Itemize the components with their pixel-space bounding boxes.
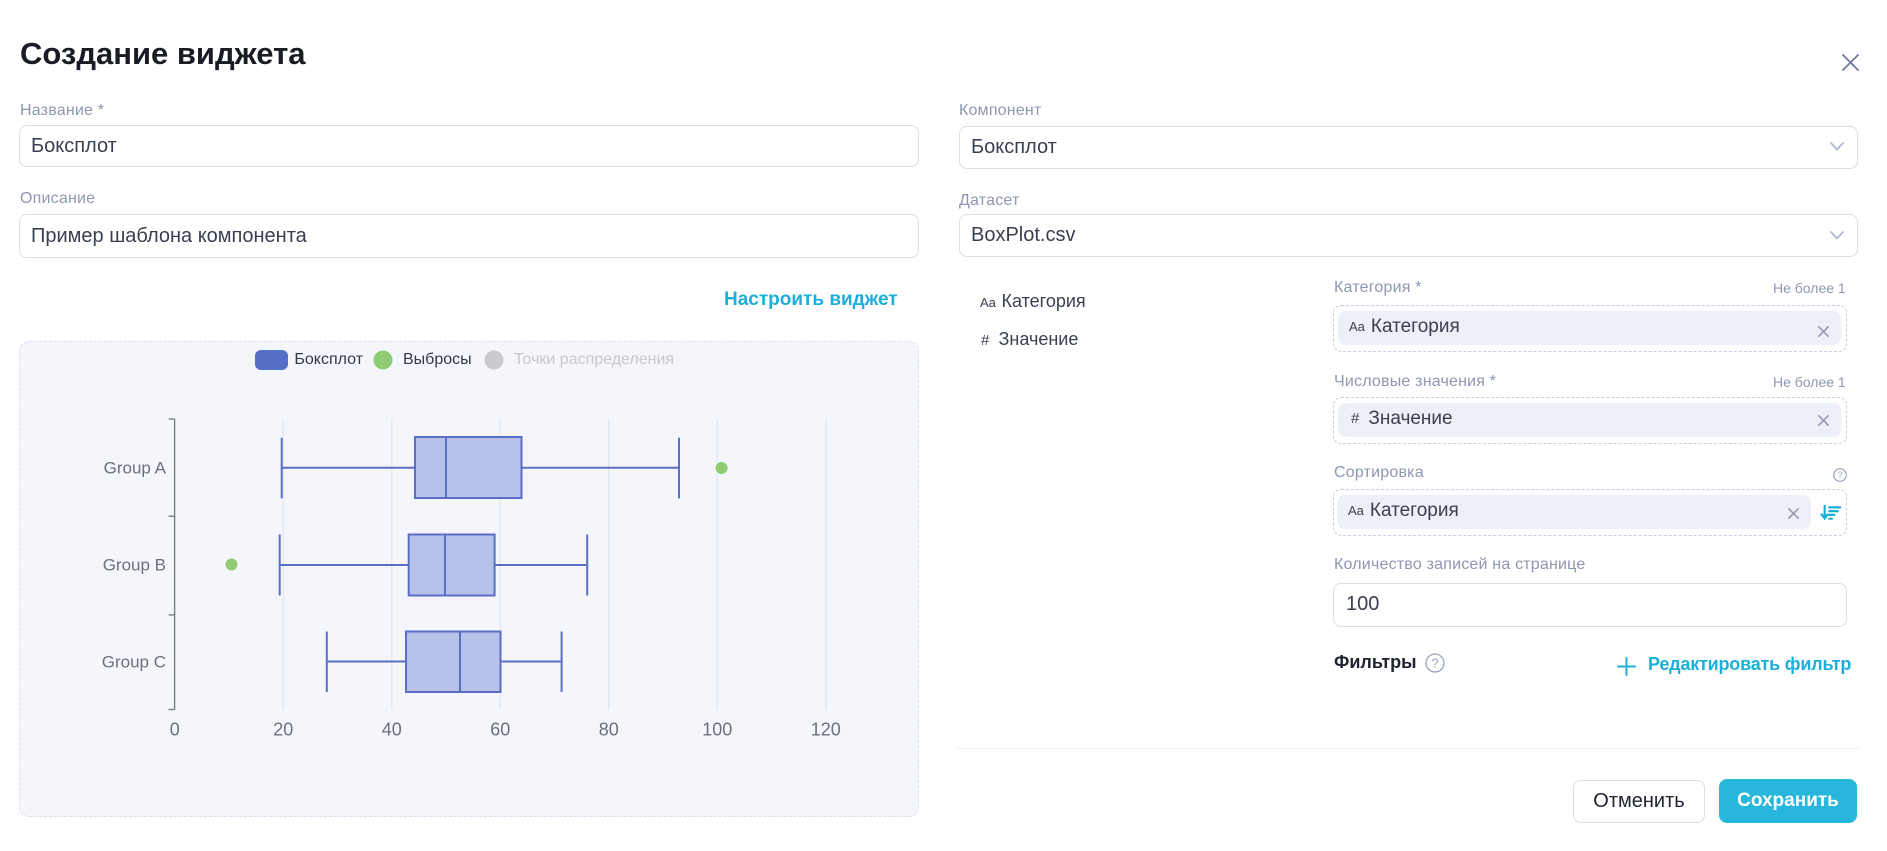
- svg-text:80: 80: [599, 720, 619, 740]
- svg-text:Выбросы: Выбросы: [403, 351, 472, 368]
- svg-text:Group A: Group A: [104, 459, 167, 478]
- svg-text:Group C: Group C: [102, 653, 166, 672]
- svg-text:60: 60: [490, 720, 510, 740]
- svg-text:120: 120: [811, 720, 841, 740]
- svg-text:100: 100: [702, 720, 732, 740]
- svg-text:20: 20: [273, 720, 293, 740]
- svg-text:?: ?: [1837, 470, 1842, 480]
- svg-text:Боксплот: Боксплот: [294, 351, 363, 368]
- svg-text:Group B: Group B: [103, 556, 166, 575]
- svg-text:0: 0: [170, 720, 180, 740]
- svg-text:Точки распределения: Точки распределения: [514, 351, 674, 368]
- svg-text:?: ?: [1431, 656, 1438, 671]
- svg-text:40: 40: [382, 720, 402, 740]
